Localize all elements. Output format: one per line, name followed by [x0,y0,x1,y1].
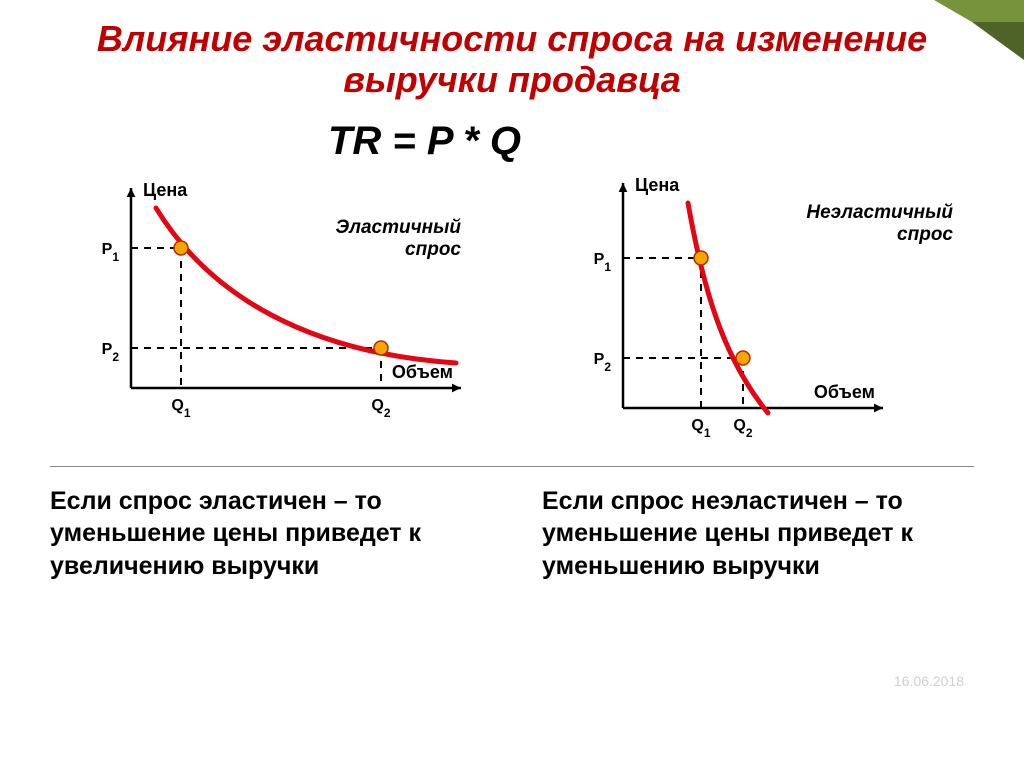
svg-text:Цена: Цена [143,180,188,200]
captions-row: Если спрос эластичен – то уменьшение цен… [0,475,1024,583]
svg-text:Q1: Q1 [171,397,190,420]
formula: TR = P * Q [0,119,849,164]
charts-row: ЦенаОбъемP1P2Q1Q2Эластичныйспрос ЦенаОбъ… [0,168,1024,458]
svg-text:спрос: спрос [405,239,461,260]
svg-text:Неэластичный: Неэластичный [806,202,953,223]
page-title: Влияние эластичности спроса на изменение… [0,0,1024,107]
corner-decoration [934,0,1024,60]
inelastic-demand-chart: Цена Объем P1 P2 Q1 Q2 Неэластичныйспрос [533,168,963,458]
svg-text:Объем: Объем [814,382,875,402]
date-stamp: 16.06.2018 [894,673,964,689]
svg-text:P2: P2 [594,351,612,374]
svg-text:Q1: Q1 [691,417,710,440]
svg-text:Цена: Цена [635,175,680,195]
elastic-demand-chart: Цена Объем P1 P2 Q1 Q2 Эластичныйспрос [61,168,491,458]
svg-text:P1: P1 [594,251,612,274]
svg-text:Объем: Объем [392,362,453,382]
caption-elastic: Если спрос эластичен – то уменьшение цен… [50,485,482,583]
svg-text:Q2: Q2 [733,417,752,440]
svg-text:P2: P2 [102,341,120,364]
svg-text:P1: P1 [102,241,120,264]
svg-text:Q2: Q2 [371,397,390,420]
caption-inelastic: Если спрос неэластичен – то уменьшение ц… [542,485,974,583]
svg-text:спрос: спрос [897,224,953,245]
svg-text:Эластичный: Эластичный [336,217,462,238]
separator [50,466,974,467]
